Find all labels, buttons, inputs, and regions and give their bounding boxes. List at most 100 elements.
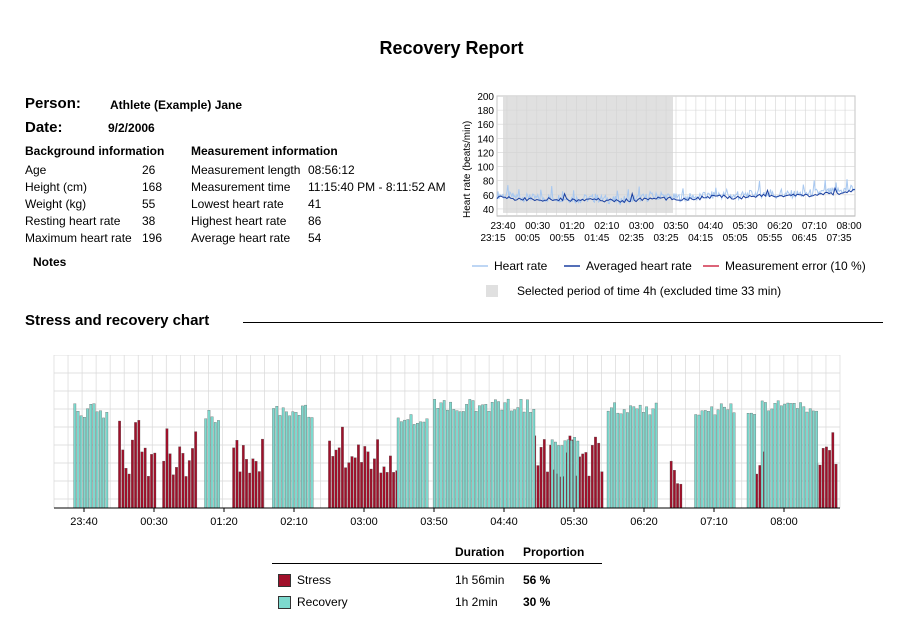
- recovery-bar: [484, 404, 488, 509]
- bg-label-age: Age: [25, 163, 47, 177]
- ms-value-time: 11:15:40 PM - 8:11:52 AM: [308, 180, 446, 194]
- recovery-bar: [79, 415, 83, 509]
- recovery-bar: [92, 403, 96, 509]
- stress-bar: [594, 436, 597, 509]
- stress-bar: [184, 476, 188, 509]
- recovery-bar: [102, 417, 105, 509]
- hr-xtick-top: 00:30: [525, 221, 550, 232]
- stress-bar: [341, 426, 344, 509]
- recovery-bar: [403, 419, 406, 509]
- recovery-bar: [490, 402, 494, 509]
- recovery-bar: [707, 411, 710, 509]
- recovery-bar: [516, 407, 520, 509]
- hr-ylabel: Heart rate (beats/min): [462, 121, 473, 218]
- recovery-bar: [716, 409, 720, 509]
- recovery-bar: [487, 411, 491, 509]
- stress-bar: [127, 473, 131, 509]
- recovery-bar: [310, 417, 314, 509]
- stress-bar: [834, 463, 838, 509]
- stress-bar: [587, 475, 591, 509]
- hr-grid: [496, 95, 856, 217]
- date-label: Date:: [25, 119, 63, 136]
- stress-bar: [331, 456, 335, 509]
- stress-bar: [353, 457, 357, 509]
- recovery-bar: [213, 422, 217, 509]
- recovery-bar: [455, 410, 459, 509]
- recovery-bar: [753, 414, 756, 509]
- stress-bar: [140, 451, 144, 509]
- recovery-bar: [726, 409, 730, 509]
- recovery-bar: [780, 405, 783, 509]
- recovery-bar: [465, 404, 468, 509]
- notes-label: Notes: [33, 255, 67, 269]
- stress-bar: [194, 431, 198, 509]
- recovery-bar: [796, 408, 799, 509]
- sr-axis: 23:40 00:30 01:20 02:10 03:00 03:50 04:40 05:30…: [54, 507, 840, 528]
- recovery-bar: [746, 413, 750, 509]
- stress-bar: [363, 446, 367, 509]
- bg-label-resting-hr: Resting heart rate: [25, 214, 121, 228]
- recovery-bar: [446, 409, 449, 509]
- stress-bar: [121, 449, 125, 509]
- sr-xtick-label: 08:00: [770, 516, 798, 528]
- hr-ytick-label: 120: [477, 148, 494, 159]
- recovery-bar: [294, 412, 298, 509]
- recovery-bar: [719, 403, 723, 509]
- ms-value-average-hr: 54: [308, 231, 322, 245]
- stress-bar: [131, 439, 134, 509]
- stress-bar: [600, 471, 604, 509]
- hr-xtick-top: 03:00: [629, 221, 654, 232]
- stress-bar: [539, 447, 543, 509]
- hr-xtick-top: 02:10: [594, 221, 619, 232]
- stress-bar: [673, 470, 676, 509]
- sr-xtick-label: 00:30: [140, 516, 168, 528]
- hr-xtick-top: 03:50: [663, 221, 688, 232]
- stress-bar: [175, 467, 178, 509]
- recovery-bar: [573, 437, 576, 509]
- stress-bar: [168, 453, 172, 509]
- stress-bar: [821, 448, 825, 509]
- recovery-bar: [802, 406, 806, 509]
- stress-bar: [385, 472, 389, 509]
- stress-bar: [334, 449, 338, 509]
- recovery-bar: [529, 412, 532, 509]
- recovery-bar: [519, 399, 523, 509]
- recovery-bar: [554, 441, 557, 509]
- recovery-bar: [503, 402, 507, 509]
- stress-bar: [165, 428, 169, 509]
- sr-xtick-label: 05:30: [560, 516, 588, 528]
- hr-xtick-bottom: 05:55: [757, 233, 782, 244]
- summary-recovery-duration: 1h 2min: [455, 595, 498, 609]
- stress-bar: [360, 462, 363, 509]
- recovery-bar: [285, 411, 288, 509]
- recovery-bar: [478, 405, 481, 509]
- recovery-bar: [86, 408, 89, 509]
- bg-value-max-hr: 196: [142, 231, 163, 245]
- legend-error: Measurement error (10 %): [725, 259, 866, 273]
- stress-bar: [379, 472, 383, 509]
- recovery-bar: [789, 403, 793, 509]
- bg-value-weight: 55: [142, 197, 156, 211]
- stress-bar: [134, 422, 137, 509]
- stress-bar: [344, 467, 347, 509]
- stress-bar: [676, 483, 679, 509]
- background-heading: Background information: [25, 144, 165, 158]
- stress-bar: [162, 460, 166, 509]
- recovery-bar: [622, 409, 626, 509]
- recovery-bar: [304, 404, 307, 509]
- hr-selected-period: [503, 96, 673, 213]
- recovery-bar: [694, 414, 698, 509]
- recovery-bar: [396, 417, 400, 509]
- hr-xtick-bottom: 23:15: [480, 233, 505, 244]
- sr-xtick-label: 23:40: [70, 516, 98, 528]
- recovery-bar: [616, 412, 620, 509]
- stress-swatch: [278, 574, 291, 587]
- recovery-bar: [812, 410, 815, 509]
- bg-value-height: 168: [142, 180, 163, 194]
- recovery-bar: [560, 445, 564, 509]
- recovery-bar: [307, 416, 311, 509]
- bg-value-age: 26: [142, 163, 156, 177]
- recovery-bar: [526, 399, 529, 509]
- recovery-bar: [416, 423, 419, 509]
